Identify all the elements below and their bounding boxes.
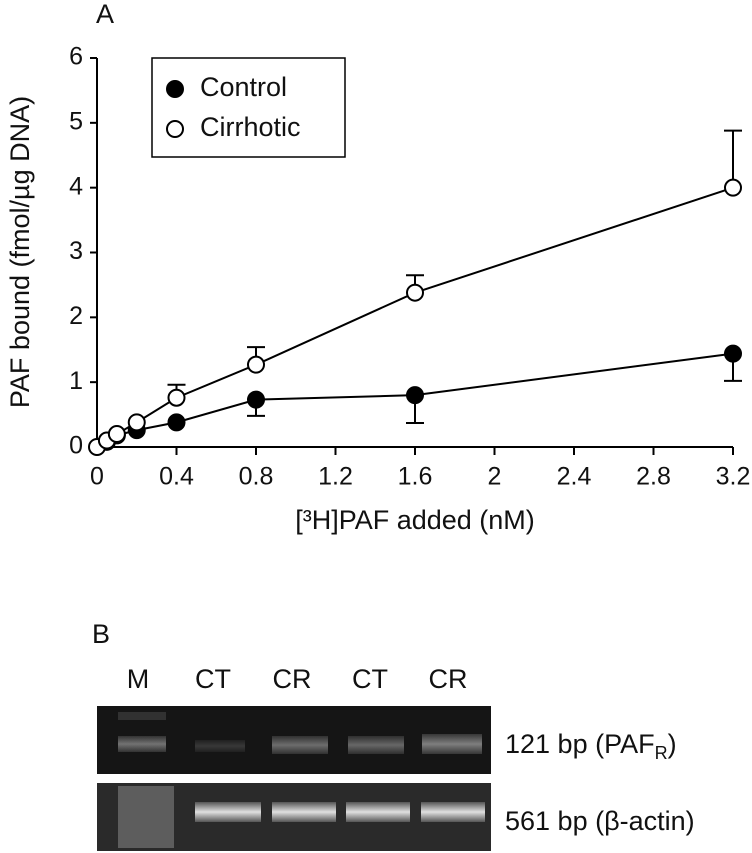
plot-area: 0 1 2 3 4 5 6 0 0.4 0.8 1.2 1.6 2 2.4 2.8 3.2 Control Cir… (69, 43, 750, 491)
gel-band (118, 786, 174, 848)
panel-label: A (96, 0, 114, 29)
data-point (167, 388, 186, 407)
band-label: 121 bp (PAFR) (505, 729, 677, 763)
y-tick-label: 3 (69, 237, 83, 265)
gel-band (272, 736, 328, 754)
x-tick-label: 1.2 (318, 463, 353, 491)
gel-band (348, 736, 404, 754)
data-point (724, 178, 742, 197)
gel (97, 706, 491, 851)
error-bar (724, 129, 742, 188)
gel-band (346, 802, 410, 822)
gel-labels: M CT CR CT CR 121 bp (PAFR) 561 bp (β-actin) (127, 664, 695, 836)
gel-band (195, 802, 261, 822)
x-axis-title: [³H]PAF added (nM) (295, 505, 535, 535)
gel-band (118, 736, 166, 752)
legend-box (151, 57, 346, 158)
x-tick-label: 0 (90, 463, 104, 491)
gel-band (195, 740, 245, 752)
x-tick-label: 1.6 (398, 463, 433, 491)
x-tick-label: 2.8 (636, 463, 671, 491)
y-tick-label: 6 (69, 43, 83, 71)
legend-marker (166, 80, 184, 98)
band-label-text: 561 bp (β-actin) (505, 806, 695, 836)
lane-label: CR (273, 664, 312, 694)
data-point (406, 386, 424, 405)
data-point (406, 283, 424, 302)
data-point (167, 413, 186, 432)
data-point (107, 425, 126, 444)
legend-marker (166, 120, 184, 138)
lane-label: CT (352, 664, 388, 694)
y-tick-label: 1 (69, 367, 83, 395)
legend-label: Cirrhotic (200, 112, 301, 142)
lane-label: CR (429, 664, 468, 694)
y-tick-label: 5 (69, 107, 83, 135)
gel-band (118, 712, 166, 720)
y-axis-title: PAF bound (fmol/µg DNA) (5, 96, 35, 408)
x-tick-label: 2 (488, 463, 502, 491)
y-tick-label: 2 (69, 302, 83, 330)
band-label-suffix: ) (668, 729, 677, 759)
x-tick-label: 0.8 (239, 463, 274, 491)
band-label: 561 bp (β-actin) (505, 806, 695, 836)
panel-label: B (92, 619, 110, 649)
band-label-text: 121 bp (PAF (505, 729, 655, 759)
x-tick-label: 3.2 (716, 463, 751, 491)
y-tick-label: 0 (69, 432, 83, 460)
data-point (247, 390, 265, 409)
legend-label: Control (200, 72, 287, 102)
x-tick-label: 0.4 (159, 463, 194, 491)
data-point (247, 355, 265, 374)
x-tick-label: 2.4 (557, 463, 592, 491)
legend: Control Cirrhotic (151, 57, 346, 158)
y-tick-label: 4 (69, 172, 83, 200)
data-point (724, 344, 742, 363)
gel-band (272, 802, 336, 822)
gel-band (421, 802, 485, 822)
lane-label: CT (195, 664, 231, 694)
data-point (127, 413, 146, 432)
band-label-subscript: R (655, 743, 668, 763)
gel-band (422, 734, 482, 754)
lane-label: M (127, 664, 150, 694)
